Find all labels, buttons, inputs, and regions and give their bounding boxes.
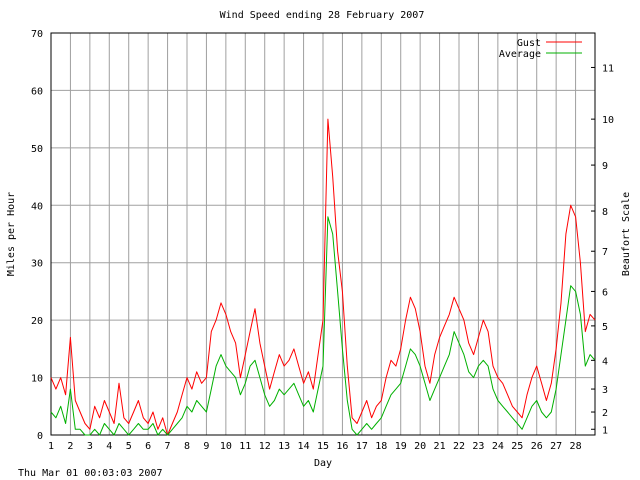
axis-ticks: 1 2 3 4 5 6 7 8 9 10 11 12 13 14 15 16 17 18 19 20 21 22 23 24 2… — [31, 29, 614, 452]
x-tick-label-21: 21 — [434, 441, 446, 452]
x-tick-label-4: 4 — [106, 441, 112, 452]
y2-tick-label-9: 9 — [602, 161, 608, 172]
x-tick-label-11: 11 — [239, 441, 251, 452]
y-tick-label-10: 10 — [31, 374, 43, 385]
x-tick-label-12: 12 — [259, 441, 271, 452]
x-tick-label-7: 7 — [165, 441, 171, 452]
chart-title: Wind Speed ending 28 February 2007 — [220, 10, 425, 21]
x-tick-label-22: 22 — [453, 441, 465, 452]
x-tick-label-5: 5 — [126, 441, 132, 452]
y2-axis-label: Beaufort Scale — [621, 192, 632, 276]
y2-tick-label-6: 6 — [602, 287, 608, 298]
legend-label-gust: Gust — [517, 38, 541, 49]
x-tick-label-17: 17 — [356, 441, 368, 452]
x-tick-label-15: 15 — [317, 441, 329, 452]
x-tick-label-14: 14 — [298, 441, 310, 452]
x-tick-label-10: 10 — [220, 441, 232, 452]
legend-label-average: Average — [499, 49, 541, 60]
y2-tick-label-3: 3 — [602, 385, 608, 396]
y2-tick-label-5: 5 — [602, 322, 608, 333]
y-tick-label-70: 70 — [31, 29, 43, 40]
x-tick-label-24: 24 — [492, 441, 504, 452]
y2-tick-label-2: 2 — [602, 408, 608, 419]
x-tick-label-27: 27 — [550, 441, 562, 452]
x-tick-label-20: 20 — [414, 441, 426, 452]
y-tick-label-0: 0 — [37, 431, 43, 442]
series-lines — [50, 118, 596, 436]
y2-tick-label-10: 10 — [602, 115, 614, 126]
x-tick-label-6: 6 — [145, 441, 151, 452]
y-tick-label-50: 50 — [31, 144, 43, 155]
legend: Gust Average — [499, 38, 582, 60]
x-tick-label-26: 26 — [531, 441, 543, 452]
x-tick-label-16: 16 — [336, 441, 348, 452]
x-tick-label-28: 28 — [570, 441, 582, 452]
y-axis-label: Miles per Hour — [6, 192, 17, 276]
x-tick-label-23: 23 — [472, 441, 484, 452]
y2-tick-label-4: 4 — [602, 356, 608, 367]
x-tick-label-2: 2 — [67, 441, 73, 452]
x-axis-label: Day — [314, 458, 332, 469]
series-line-gust — [50, 118, 596, 436]
x-tick-label-13: 13 — [278, 441, 290, 452]
y2-tick-label-11: 11 — [602, 63, 614, 74]
y2-tick-label-8: 8 — [602, 207, 608, 218]
y-tick-label-20: 20 — [31, 316, 43, 327]
y-tick-label-40: 40 — [31, 201, 43, 212]
timestamp: Thu Mar 01 00:03:03 2007 — [18, 468, 163, 479]
x-tick-label-3: 3 — [87, 441, 93, 452]
plot-frame — [50, 32, 596, 436]
x-tick-label-8: 8 — [184, 441, 190, 452]
y-tick-label-30: 30 — [31, 259, 43, 270]
x-tick-label-18: 18 — [375, 441, 387, 452]
y2-tick-label-1: 1 — [602, 425, 608, 436]
y2-tick-label-7: 7 — [602, 247, 608, 258]
y-tick-label-60: 60 — [31, 86, 43, 97]
x-tick-label-19: 19 — [395, 441, 407, 452]
x-tick-label-9: 9 — [203, 441, 209, 452]
series-line-average — [50, 216, 596, 436]
x-tick-label-25: 25 — [511, 441, 523, 452]
x-tick-label-1: 1 — [48, 441, 54, 452]
